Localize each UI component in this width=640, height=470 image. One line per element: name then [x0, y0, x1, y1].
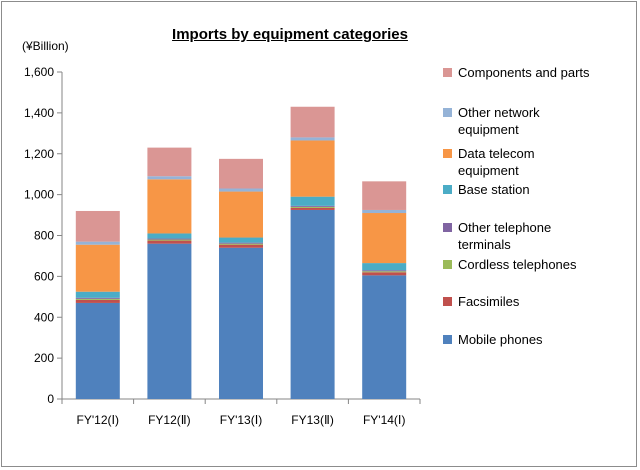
y-tick-label: 200	[34, 351, 54, 365]
legend-swatch	[443, 223, 452, 232]
bar-segment	[290, 137, 335, 141]
bar-segment	[362, 272, 407, 276]
x-tick-label: FY13(Ⅱ)	[291, 413, 334, 427]
bar-segment	[219, 244, 263, 248]
bar-segment	[290, 209, 335, 399]
bar-segment	[362, 263, 407, 271]
legend-swatch	[443, 149, 452, 158]
bar-segment	[75, 297, 120, 299]
axes: 0 200 400 600 800 1,000 1,200 1,400 1,600 FY'12(Ⅰ…	[24, 65, 421, 427]
chart-title: Imports by equipment categories	[172, 26, 408, 43]
bar-segment	[75, 291, 120, 298]
bar-segment	[75, 210, 120, 242]
legend-label: Components and parts	[458, 65, 590, 80]
bar-segment	[362, 271, 407, 273]
legend-label: Mobile phones	[458, 332, 543, 347]
legend-swatch	[443, 260, 452, 269]
y-tick-label: 1,000	[24, 188, 54, 202]
y-tick-label: 0	[47, 392, 54, 406]
y-tick-label: 600	[34, 269, 54, 283]
bar-segment	[219, 243, 263, 245]
bar-segment	[147, 147, 192, 177]
bar-segment	[290, 140, 335, 197]
y-axis-unit: (¥Billion)	[22, 39, 69, 53]
bar-segment	[362, 213, 407, 264]
bar-segment	[75, 299, 120, 303]
y-tick-label: 1,400	[24, 106, 54, 120]
legend-swatch	[443, 68, 452, 77]
bar-segment	[219, 188, 263, 192]
x-tick-label: FY'13(Ⅰ)	[220, 413, 263, 427]
bar-segment	[219, 191, 263, 238]
bar-segment	[219, 237, 263, 243]
bar-segment	[219, 242, 263, 244]
bar-segment	[219, 247, 263, 399]
bar-segment	[362, 270, 407, 272]
bar-segment	[219, 158, 263, 189]
x-tick-label: FY'14(Ⅰ)	[363, 413, 406, 427]
legend-label: Other network equipment	[458, 105, 540, 137]
bar-segment	[290, 206, 335, 208]
bar-segment	[147, 238, 192, 240]
y-tick-label: 800	[34, 229, 54, 243]
y-tick-label: 1,600	[24, 65, 54, 79]
bar-segment	[147, 239, 192, 241]
bar-segment	[147, 179, 192, 234]
y-tick-label: 400	[34, 310, 54, 324]
bar-segment	[290, 205, 335, 207]
legend-swatch	[443, 297, 452, 306]
bar-segment	[75, 298, 120, 300]
y-tick-label: 1,200	[24, 147, 54, 161]
bar-segment	[362, 181, 407, 210]
legend: Components and parts Other network equipme…	[443, 65, 590, 347]
bar-segment	[290, 196, 335, 206]
legend-label: Facsimiles	[458, 294, 520, 309]
bar-segment	[290, 207, 335, 210]
bar-segment	[75, 244, 120, 292]
bar-segment	[290, 106, 335, 138]
bar-segment	[147, 176, 192, 180]
bar-segment	[75, 241, 120, 245]
legend-swatch	[443, 185, 452, 194]
x-tick-label: FY'12(Ⅰ)	[77, 413, 120, 427]
legend-label: Base station	[458, 182, 530, 197]
legend-swatch	[443, 108, 452, 117]
legend-swatch	[443, 335, 452, 344]
legend-label: Data telecom equipment	[458, 146, 535, 178]
bars	[75, 106, 407, 399]
bar-segment	[362, 275, 407, 399]
bar-segment	[75, 302, 120, 399]
bar-segment	[147, 240, 192, 244]
bar-segment	[147, 233, 192, 239]
bar-segment	[147, 243, 192, 399]
x-tick-label: FY12(Ⅱ)	[148, 413, 191, 427]
bar-segment	[362, 209, 407, 214]
legend-label: Other telephone terminals	[458, 220, 551, 252]
legend-label: Cordless telephones	[458, 257, 577, 272]
